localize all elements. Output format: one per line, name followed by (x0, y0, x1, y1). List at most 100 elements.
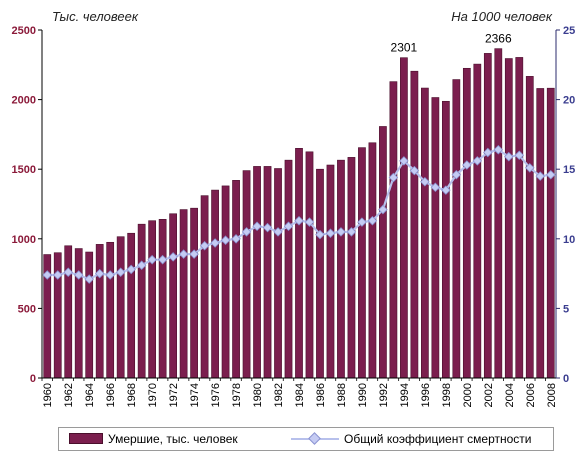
x-tick-label-1964: 1964 (84, 383, 96, 407)
bar-2005 (515, 57, 524, 379)
bar-1993 (389, 81, 398, 379)
rate-point-1984 (294, 215, 304, 226)
x-tick-label-1982: 1982 (273, 383, 285, 407)
line-series-group (42, 144, 556, 284)
bar-1964 (85, 251, 94, 379)
bar-1965 (95, 244, 104, 379)
x-tick-label-1992: 1992 (378, 383, 390, 407)
bar-1994 (400, 57, 408, 379)
x-tick-label-1990: 1990 (357, 383, 369, 407)
bar-1976 (211, 189, 219, 379)
rate-point-2000 (462, 160, 472, 170)
bar-1978 (232, 180, 240, 379)
x-tick-label-1998: 1998 (441, 383, 453, 407)
x-tick-label-1994: 1994 (399, 383, 411, 407)
rate-point-1967 (115, 267, 126, 277)
bar-1988 (337, 159, 345, 379)
x-tick-label-1984: 1984 (294, 383, 306, 407)
bar-1985 (305, 151, 314, 379)
x-tick-label-1960: 1960 (42, 383, 54, 407)
bar-1963 (74, 248, 83, 379)
bar-1973 (179, 209, 188, 379)
annotation-2366: 2366 (485, 32, 512, 46)
rate-point-1980 (252, 221, 262, 232)
rate-point-2001 (472, 156, 483, 166)
bar-1972 (169, 213, 177, 379)
legend-line-swatch (291, 434, 339, 444)
bar-2008 (546, 87, 555, 379)
bar-1979 (242, 170, 251, 379)
right-axis-unit: На 1000 человек (451, 9, 552, 24)
legend-label-line: Общий коэффициент смертности (344, 432, 532, 446)
rate-point-1960 (42, 270, 53, 280)
bar-1989 (347, 157, 356, 379)
rate-point-2007 (535, 171, 546, 181)
bar-2007 (536, 88, 545, 379)
right-tick-label-25: 25 (563, 25, 575, 37)
rate-point-1983 (283, 221, 294, 232)
rate-point-1982 (273, 227, 283, 237)
bar-1980 (253, 166, 261, 379)
rate-point-2002 (483, 147, 493, 158)
x-tick-label-2002: 2002 (483, 383, 495, 407)
x-tick-label-1988: 1988 (336, 383, 348, 407)
bar-1971 (158, 219, 167, 379)
right-tick-label-15: 15 (563, 164, 575, 176)
x-tick-label-1962: 1962 (63, 383, 75, 407)
rate-point-1966 (105, 270, 115, 280)
labels-group: 0 500 1000 1500 2000 2500 0 5 10 15 20 25 1960 1962 19… (12, 25, 576, 407)
x-tick-label-2004: 2004 (504, 383, 516, 407)
right-tick-label-5: 5 (563, 303, 569, 315)
x-tick-label-2000: 2000 (462, 383, 474, 407)
bar-1977 (221, 185, 230, 379)
rate-point-1979 (241, 227, 252, 237)
left-tick-label-500: 500 (18, 303, 36, 315)
x-tick-label-2006: 2006 (525, 383, 537, 407)
rate-point-2006 (525, 163, 535, 173)
bar-1997 (431, 97, 440, 379)
rate-point-1995 (409, 165, 420, 176)
rate-point-1976 (210, 238, 220, 248)
bar-1984 (295, 148, 303, 379)
left-tick-label-2000: 2000 (12, 95, 36, 107)
rate-point-1961 (52, 270, 63, 280)
x-tick-label-1996: 1996 (420, 383, 432, 407)
bar-1999 (452, 79, 461, 379)
left-tick-label-2500: 2500 (12, 25, 36, 37)
bar-1982 (274, 168, 282, 379)
rate-point-1971 (157, 254, 168, 265)
legend-bar-swatch (69, 433, 103, 444)
rate-point-1965 (94, 268, 105, 279)
bar-1962 (64, 245, 73, 379)
right-tick-label-20: 20 (563, 95, 575, 107)
bar-1969 (137, 223, 146, 379)
axes-group (38, 29, 560, 381)
bar-1975 (200, 195, 209, 379)
x-tick-label-1966: 1966 (105, 383, 117, 407)
rate-point-2008 (545, 170, 556, 180)
x-tick-label-1970: 1970 (147, 383, 159, 407)
rate-point-1973 (178, 249, 189, 259)
rate-point-1986 (315, 229, 325, 240)
rate-point-1970 (147, 254, 157, 265)
left-tick-label-0: 0 (30, 373, 36, 385)
bar-1996 (421, 87, 429, 379)
rate-point-2003 (493, 144, 504, 155)
bar-1970 (148, 220, 157, 379)
rate-point-1968 (126, 264, 136, 275)
left-axis-unit: Тыс. человеек (52, 9, 138, 24)
legend-label-bars: Умершие, тыс. человек (108, 432, 238, 446)
x-tick-label-1968: 1968 (126, 383, 138, 407)
right-tick-label-10: 10 (563, 234, 575, 246)
rate-point-1981 (262, 222, 273, 233)
rate-point-1964 (84, 274, 94, 284)
bar-1974 (190, 207, 198, 379)
bar-1990 (358, 147, 366, 379)
bar-2003 (494, 48, 503, 379)
legend-item-bars: Умершие, тыс. человек (69, 432, 238, 446)
rate-point-1972 (168, 252, 178, 262)
rate-point-1963 (73, 270, 84, 280)
left-tick-label-1500: 1500 (12, 164, 36, 176)
annotation-2301: 2301 (391, 41, 418, 55)
x-tick-label-2008: 2008 (546, 383, 558, 407)
